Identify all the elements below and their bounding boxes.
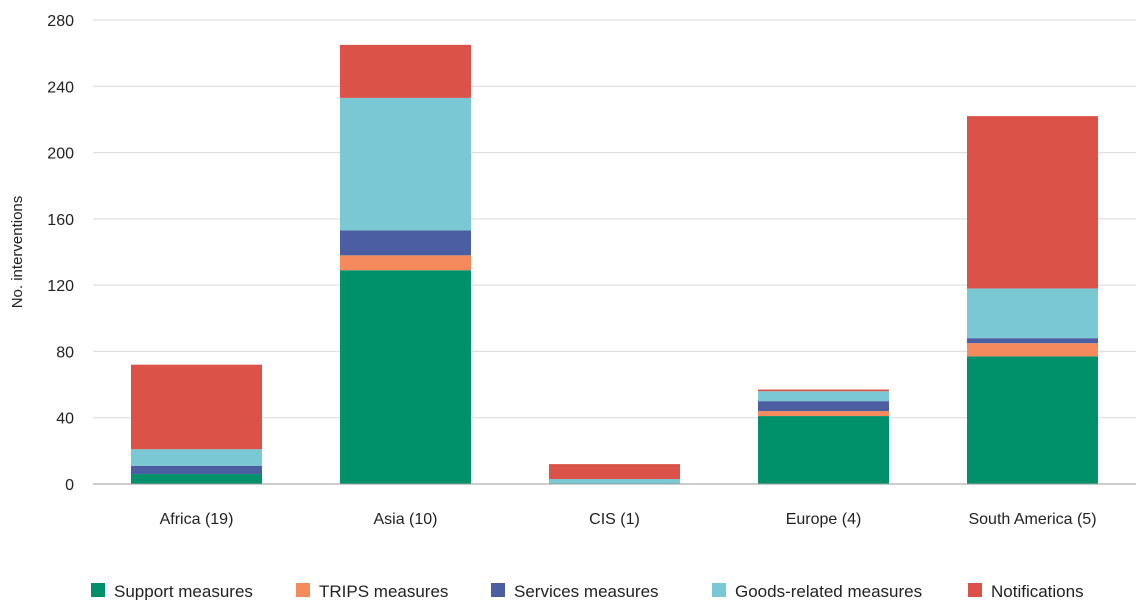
bar-segment bbox=[131, 465, 262, 475]
y-tick-label: 120 bbox=[47, 278, 74, 295]
legend-label: Notifications bbox=[991, 582, 1084, 600]
legend-label: Goods-related measures bbox=[735, 582, 922, 600]
y-tick-label: 240 bbox=[47, 79, 74, 96]
x-category-label: Europe (4) bbox=[786, 511, 862, 528]
y-tick-label: 160 bbox=[47, 212, 74, 229]
legend-swatch bbox=[91, 583, 105, 597]
bar-segment bbox=[967, 343, 1098, 357]
legend-swatch bbox=[712, 583, 726, 597]
y-tick-label: 40 bbox=[56, 411, 74, 428]
y-axis-title: No. interventions bbox=[9, 196, 26, 309]
bar-segment bbox=[549, 464, 680, 480]
legend-label: TRIPS measures bbox=[319, 582, 448, 600]
bar-segment bbox=[340, 44, 471, 98]
bar-segment bbox=[758, 401, 889, 412]
legend: Support measures TRIPS measures Services m… bbox=[91, 582, 1084, 600]
bar-segment bbox=[131, 474, 262, 484]
bar-segment bbox=[549, 479, 680, 484]
bar-segment bbox=[131, 364, 262, 450]
bars bbox=[131, 44, 1098, 484]
x-category-label: South America (5) bbox=[968, 511, 1096, 528]
gridlines bbox=[93, 19, 1136, 419]
legend-swatch bbox=[968, 583, 982, 597]
bar-segment bbox=[967, 356, 1098, 484]
legend-label: Support measures bbox=[114, 582, 253, 600]
bar-segment bbox=[340, 255, 471, 271]
bar-segment bbox=[758, 416, 889, 484]
y-tick-label: 80 bbox=[56, 344, 74, 361]
x-category-label: Asia (10) bbox=[373, 511, 437, 528]
bar-segment bbox=[340, 97, 471, 231]
y-tick-label: 200 bbox=[47, 146, 74, 163]
bar-segment bbox=[967, 288, 1098, 339]
x-category-label: CIS (1) bbox=[589, 511, 640, 528]
legend-swatch bbox=[491, 583, 505, 597]
bar-segment bbox=[758, 389, 889, 392]
bar-segment bbox=[340, 230, 471, 256]
y-tick-label: 0 bbox=[65, 477, 74, 494]
bar-segment bbox=[967, 116, 1098, 289]
bar-segment bbox=[758, 391, 889, 402]
y-tick-label: 280 bbox=[47, 13, 74, 30]
bar-segment bbox=[340, 270, 471, 484]
bar-segment bbox=[131, 449, 262, 466]
legend-swatch bbox=[296, 583, 310, 597]
bar-segment bbox=[758, 411, 889, 417]
y-axis-ticks: 0 40 80 120 160 200 240 280 bbox=[47, 13, 74, 494]
x-axis-categories: Africa (19) Asia (10) CIS (1) Europe (4) Sou… bbox=[160, 511, 1097, 528]
legend-label: Services measures bbox=[514, 582, 659, 600]
bar-segment bbox=[967, 338, 1098, 344]
x-category-label: Africa (19) bbox=[160, 511, 234, 528]
